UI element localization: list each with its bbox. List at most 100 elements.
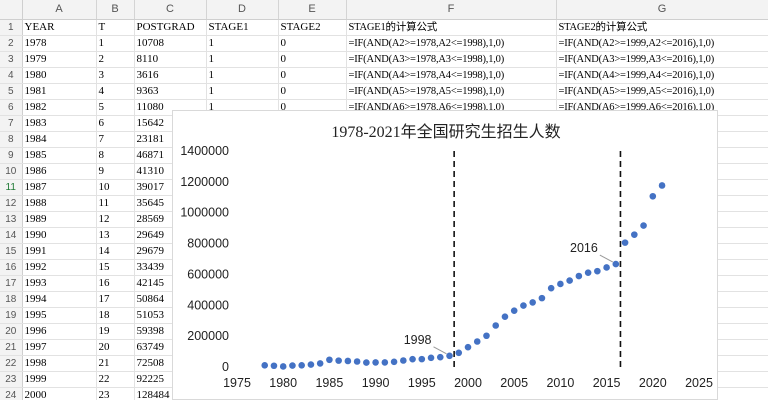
cell[interactable]: =IF(AND(A3>=1978,A3<=1998),1,0) [346,51,557,68]
cell[interactable]: 1978 [22,35,97,52]
cell[interactable]: 1995 [22,307,97,324]
cell[interactable]: 8110 [134,51,207,68]
cell[interactable]: 18 [96,307,135,324]
cell[interactable]: STAGE2 [278,19,347,36]
cell[interactable]: 1991 [22,243,97,260]
column-header[interactable]: F [346,0,557,20]
row-header[interactable]: 15 [0,243,23,260]
scatter-chart[interactable]: 1978-2021年全国研究生招生人数 0 200000 400000 600000 8… [172,110,718,400]
cell[interactable]: 1999 [22,371,97,388]
cell[interactable]: 4 [96,83,135,100]
cell[interactable]: 10708 [134,35,207,52]
cell[interactable]: 1982 [22,99,97,116]
cell[interactable]: 10 [96,179,135,196]
cell[interactable]: 1 [206,35,279,52]
cell[interactable]: 12 [96,211,135,228]
row-header[interactable]: 3 [0,51,23,68]
cell[interactable]: 19 [96,323,135,340]
cell[interactable]: 2 [96,51,135,68]
column-header[interactable]: C [134,0,207,20]
cell[interactable]: =IF(AND(A5>=1978,A5<=1998),1,0) [346,83,557,100]
cell[interactable]: 1989 [22,211,97,228]
cell[interactable]: 1 [206,67,279,84]
cell[interactable]: 17 [96,291,135,308]
cell[interactable]: 3 [96,67,135,84]
row-header[interactable]: 1 [0,19,23,36]
cell[interactable]: 8 [96,147,135,164]
cell[interactable]: 1 [206,51,279,68]
cell[interactable]: 1984 [22,131,97,148]
cell[interactable]: STAGE1 [206,19,279,36]
cell[interactable]: 6 [96,115,135,132]
cell[interactable]: 1986 [22,163,97,180]
row-header[interactable]: 2 [0,35,23,52]
cell[interactable]: YEAR [22,19,97,36]
cell[interactable]: 1996 [22,323,97,340]
row-header[interactable]: 8 [0,131,23,148]
cell[interactable]: =IF(AND(A3>=1999,A3<=2016),1,0) [556,51,768,68]
cell[interactable]: =IF(AND(A5>=1999,A5<=2016),1,0) [556,83,768,100]
column-header[interactable]: G [556,0,768,20]
cell[interactable]: 1981 [22,83,97,100]
cell[interactable]: =IF(AND(A2>=1978,A2<=1998),1,0) [346,35,557,52]
row-header[interactable]: 7 [0,115,23,132]
row-header[interactable]: 23 [0,371,23,388]
cell[interactable]: 22 [96,371,135,388]
cell[interactable]: 1979 [22,51,97,68]
cell[interactable]: T [96,19,135,36]
cell[interactable]: STAGE1的计算公式 [346,19,557,36]
cell[interactable]: 7 [96,131,135,148]
cell[interactable]: 1 [96,35,135,52]
cell[interactable]: 1988 [22,195,97,212]
cell[interactable]: 15 [96,259,135,276]
cell[interactable]: 1 [206,83,279,100]
select-all-corner[interactable] [0,0,23,20]
cell[interactable]: 13 [96,227,135,244]
row-header[interactable]: 20 [0,323,23,340]
row-header[interactable]: 4 [0,67,23,84]
cell[interactable]: 11 [96,195,135,212]
cell[interactable]: 23 [96,387,135,400]
row-header[interactable]: 10 [0,163,23,180]
cell[interactable]: 1987 [22,179,97,196]
cell[interactable]: 0 [278,51,347,68]
cell[interactable]: 1983 [22,115,97,132]
row-header[interactable]: 24 [0,387,23,400]
cell[interactable]: =IF(AND(A4>=1978,A4<=1998),1,0) [346,67,557,84]
cell[interactable]: 1993 [22,275,97,292]
cell[interactable]: 2000 [22,387,97,400]
row-header[interactable]: 19 [0,307,23,324]
row-header[interactable]: 22 [0,355,23,372]
column-header[interactable]: E [278,0,347,20]
cell[interactable]: 9 [96,163,135,180]
row-header[interactable]: 9 [0,147,23,164]
cell[interactable]: 1994 [22,291,97,308]
cell[interactable]: 5 [96,99,135,116]
row-header[interactable]: 11 [0,179,23,196]
cell[interactable]: 16 [96,275,135,292]
row-header[interactable]: 14 [0,227,23,244]
cell[interactable]: STAGE2的计算公式 [556,19,768,36]
cell[interactable]: 0 [278,35,347,52]
cell[interactable]: 1992 [22,259,97,276]
column-header[interactable]: A [22,0,97,20]
cell[interactable]: =IF(AND(A4>=1999,A4<=2016),1,0) [556,67,768,84]
cell[interactable]: 14 [96,243,135,260]
cell[interactable]: 1980 [22,67,97,84]
cell[interactable]: =IF(AND(A2>=1999,A2<=2016),1,0) [556,35,768,52]
row-header[interactable]: 18 [0,291,23,308]
cell[interactable]: 21 [96,355,135,372]
row-header[interactable]: 12 [0,195,23,212]
column-header[interactable]: B [96,0,135,20]
cell[interactable]: 1990 [22,227,97,244]
cell[interactable]: 3616 [134,67,207,84]
row-header[interactable]: 5 [0,83,23,100]
row-header[interactable]: 13 [0,211,23,228]
cell[interactable]: 0 [278,83,347,100]
cell[interactable]: 1998 [22,355,97,372]
row-header[interactable]: 6 [0,99,23,116]
row-header[interactable]: 16 [0,259,23,276]
cell[interactable]: 1985 [22,147,97,164]
cell[interactable]: 9363 [134,83,207,100]
cell[interactable]: 20 [96,339,135,356]
